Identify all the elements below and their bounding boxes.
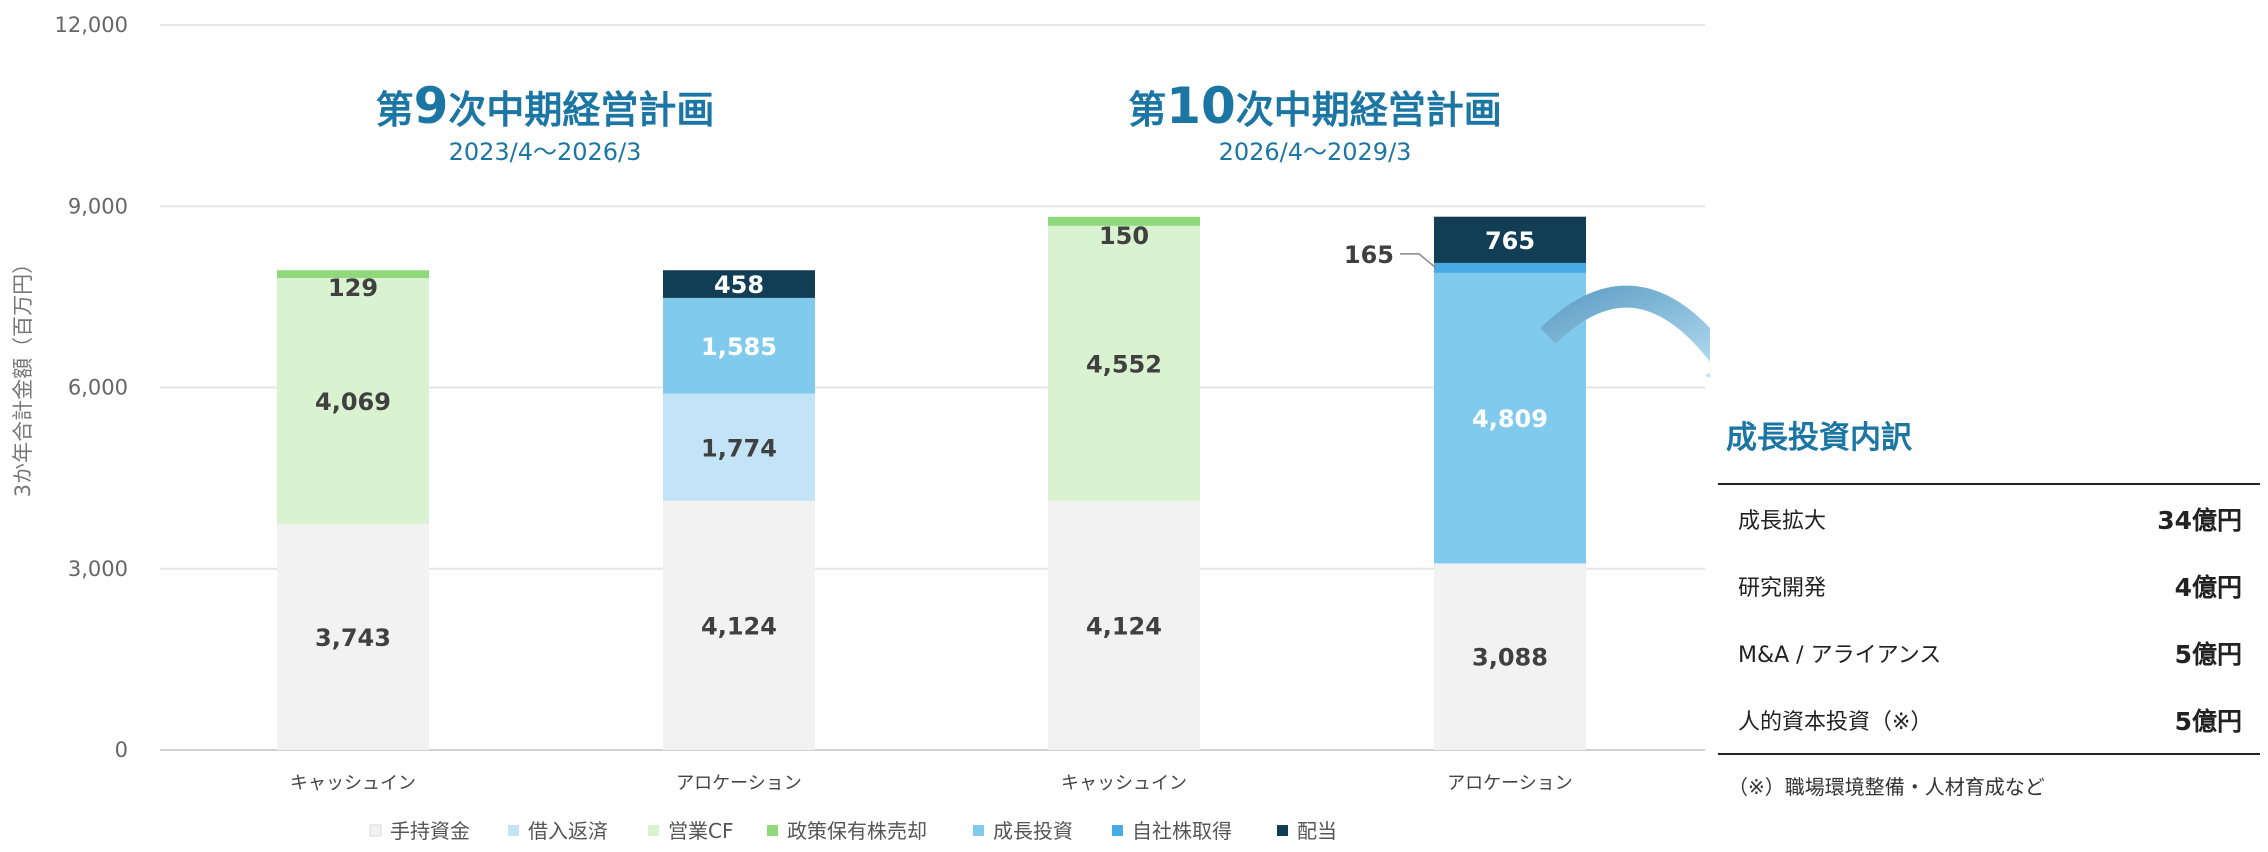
x-tick-label: キャッシュイン [1061, 773, 1187, 794]
breakdown-item-amount: 5億円 [2174, 639, 2242, 669]
bar-segment [1048, 216, 1200, 226]
bar-segment [1048, 500, 1200, 750]
bar-segment [277, 278, 429, 524]
y-tick-label: 3,000 [68, 557, 128, 581]
legend-label: 手持資金 [390, 819, 470, 843]
bar-segment [277, 523, 429, 750]
bar-segment [663, 297, 815, 394]
breakdown-row: 研究開発 4億円 [1718, 552, 2260, 619]
stacked-bar-chart: 0 3,000 6,000 9,000 12,000 キャッシュイン アロケーション キャッシ… [11, 13, 1710, 843]
breakdown-item-amount: 34億円 [2157, 505, 2242, 535]
bar-segment [663, 500, 815, 750]
plan-10-title: 第10次中期経営計画 [1128, 77, 1502, 135]
legend-label: 配当 [1297, 819, 1337, 843]
breakdown-item-amount: 5億円 [2174, 706, 2242, 736]
data-label: 4,552 [1086, 350, 1162, 378]
breakdown-item-label: 研究開発 [1738, 575, 1827, 601]
legend-swatch [508, 825, 519, 836]
breakdown-item-label: 成長拡大 [1738, 508, 1827, 534]
legend-label: 営業CF [668, 819, 733, 843]
bar-segment [1434, 262, 1586, 273]
plan-9-period: 2023/4～2026/3 [449, 138, 642, 166]
breakdown-row: 成長拡大 34億円 [1718, 484, 2260, 552]
data-label: 1,585 [701, 333, 777, 361]
breakdown-title: 成長投資内訳 [1726, 420, 1912, 456]
data-label: 1,774 [701, 434, 777, 462]
legend-label: 借入返済 [528, 819, 608, 843]
y-tick-label: 9,000 [68, 194, 128, 218]
plan-10-period: 2026/4～2029/3 [1219, 138, 1412, 166]
data-label: 165 [1344, 241, 1394, 269]
data-label: 3,743 [315, 624, 391, 652]
legend-swatch [973, 825, 984, 836]
data-label: 4,069 [315, 388, 391, 416]
legend-label: 政策保有株売却 [787, 819, 927, 843]
data-label: 4,124 [1086, 612, 1162, 640]
bar-segment [663, 270, 815, 298]
breakdown-item-label: 人的資本投資（※） [1738, 709, 1933, 735]
data-label: 458 [714, 271, 764, 299]
data-label: 150 [1099, 222, 1149, 250]
legend-swatch [648, 825, 659, 836]
x-tick-label: キャッシュイン [290, 773, 416, 794]
data-label: 129 [328, 274, 378, 302]
growth-investment-breakdown: 成長投資内訳 成長拡大 34億円 研究開発 4億円 M&A / アライアンス 5… [1718, 412, 2260, 800]
data-label: 765 [1485, 227, 1535, 255]
breakdown-item-label: M&A / アライアンス [1738, 642, 1942, 668]
breakdown-row: M&A / アライアンス 5億円 [1718, 619, 2260, 686]
x-tick-label: アロケーション [1447, 773, 1573, 794]
data-label: 4,124 [701, 612, 777, 640]
breakdown-row: 人的資本投資（※） 5億円 [1718, 686, 2260, 754]
bar-segment [1434, 216, 1586, 263]
bar-segment [1434, 563, 1586, 750]
plan-9-title: 第9次中期経営計画 [376, 77, 715, 135]
data-label: 4,809 [1472, 405, 1548, 433]
legend-swatch [767, 825, 778, 836]
y-tick-label: 12,000 [55, 13, 128, 37]
curved-arrow-icon [1540, 285, 1710, 378]
legend-label: 自社株取得 [1132, 819, 1232, 843]
bar-segment [277, 270, 429, 279]
bar-segment [663, 393, 815, 501]
data-label: 3,088 [1472, 644, 1548, 672]
y-axis-label: 3か年合計金額（百万円） [11, 253, 35, 497]
x-tick-label: アロケーション [676, 773, 802, 794]
legend-label: 成長投資 [993, 819, 1073, 843]
y-tick-label: 6,000 [68, 376, 128, 400]
y-tick-label: 0 [115, 738, 128, 762]
bar-segment [1048, 225, 1200, 501]
breakdown-note: （※）職場環境整備・人材育成など [1728, 775, 2045, 799]
legend-swatch [1277, 825, 1288, 836]
callout-line [1400, 253, 1437, 269]
breakdown-table: 成長拡大 34億円 研究開発 4億円 M&A / アライアンス 5億円 人的資本… [1718, 483, 2260, 755]
breakdown-item-amount: 4億円 [2174, 572, 2242, 602]
legend-swatch [369, 824, 382, 837]
legend: 手持資金 借入返済 営業CF 政策保有株売却 成長投資 自社株取得 配当 [369, 819, 1337, 843]
legend-swatch [1112, 825, 1123, 836]
